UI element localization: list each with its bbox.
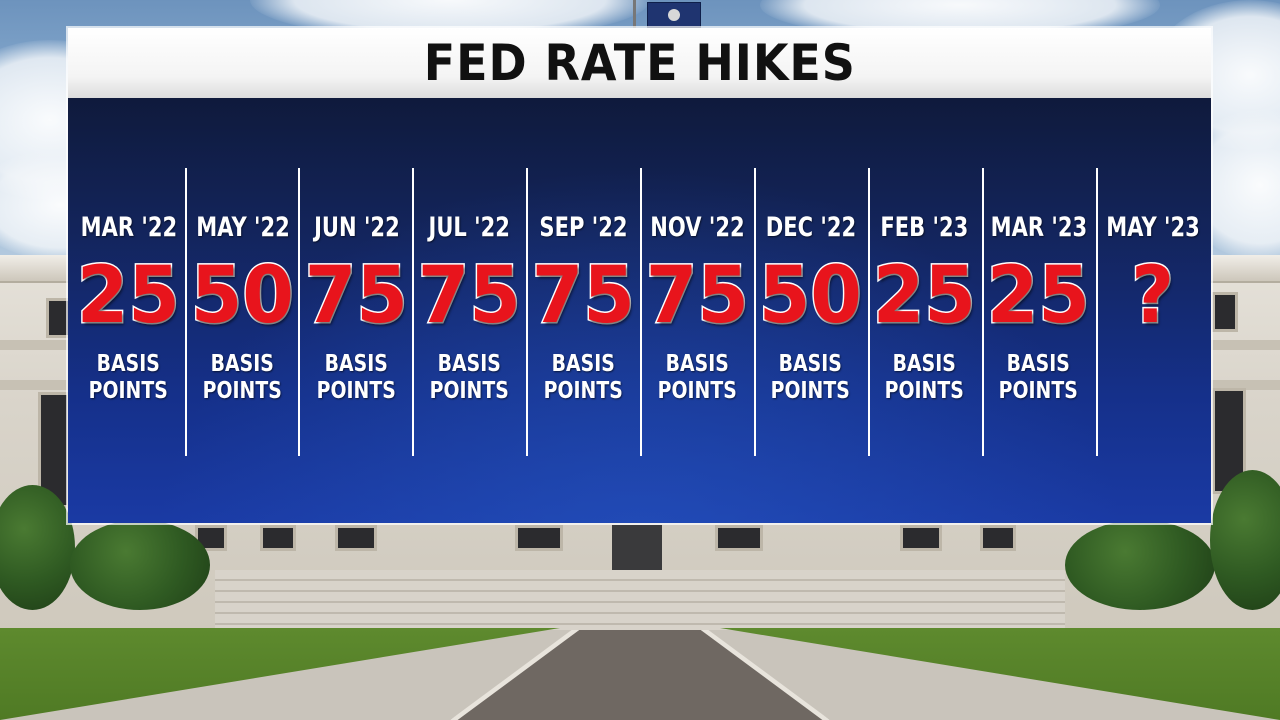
hikes-table: MAR '22 25 BASIS POINTS MAY '22 50 BASIS… — [68, 98, 1211, 523]
hike-unit: BASIS POINTS — [203, 351, 282, 405]
column-divider — [754, 168, 756, 456]
flag — [647, 2, 701, 28]
building-door — [612, 525, 662, 573]
tree — [1210, 470, 1280, 610]
hike-column: SEP '22 75 BASIS POINTS — [527, 168, 640, 458]
hike-unit: BASIS POINTS — [317, 351, 396, 405]
hike-unit: BASIS POINTS — [885, 351, 964, 405]
column-divider — [982, 168, 984, 456]
unit-line: BASIS — [1006, 351, 1071, 377]
hike-month: MAY '23 — [1105, 212, 1200, 243]
hike-value: 75 — [645, 250, 751, 343]
hike-column: DEC '22 50 BASIS POINTS — [754, 168, 867, 458]
hike-column: NOV '22 75 BASIS POINTS — [641, 168, 754, 458]
hike-column: MAY '22 50 BASIS POINTS — [186, 168, 299, 458]
tree — [0, 485, 75, 610]
hike-column: MAR '22 25 BASIS POINTS — [72, 168, 185, 458]
hike-value-unknown: ? — [1130, 250, 1176, 343]
center-path — [450, 630, 830, 720]
column-divider — [185, 168, 187, 456]
hike-month: FEB '23 — [880, 212, 969, 243]
unit-line: BASIS — [210, 351, 275, 377]
unit-line: BASIS — [324, 351, 389, 377]
hike-unit: BASIS POINTS — [771, 351, 850, 405]
building-window — [1212, 292, 1238, 332]
column-divider — [526, 168, 528, 456]
hike-value: 25 — [76, 250, 182, 343]
hike-column: MAR '23 25 BASIS POINTS — [982, 168, 1095, 458]
hike-unit: BASIS POINTS — [430, 351, 509, 405]
flag-pole — [633, 0, 636, 28]
unit-line: BASIS — [96, 351, 161, 377]
unit-line: BASIS — [892, 351, 957, 377]
unit-line: POINTS — [543, 378, 624, 404]
hike-month: MAR '23 — [990, 212, 1087, 243]
hike-value: 50 — [758, 250, 864, 343]
hike-value: 25 — [872, 250, 978, 343]
hike-column: FEB '23 25 BASIS POINTS — [868, 168, 981, 458]
hike-column: JUN '22 75 BASIS POINTS — [300, 168, 413, 458]
hike-month: SEP '22 — [539, 212, 628, 243]
hike-month: NOV '22 — [650, 212, 745, 243]
hike-month: JUL '22 — [428, 212, 511, 243]
hike-value: 75 — [304, 250, 410, 343]
hike-value: 75 — [531, 250, 637, 343]
building-window — [715, 525, 763, 551]
tree — [1065, 520, 1215, 610]
rate-hikes-graphic: FED RATE HIKES MAR '22 25 BASIS POINTS M… — [68, 28, 1211, 523]
column-divider — [640, 168, 642, 456]
building-window — [335, 525, 377, 551]
unit-line: POINTS — [88, 378, 169, 404]
unit-line: POINTS — [884, 378, 965, 404]
hike-unit: BASIS POINTS — [544, 351, 623, 405]
unit-line: BASIS — [437, 351, 502, 377]
unit-line: POINTS — [998, 378, 1079, 404]
hike-month: DEC '22 — [765, 212, 856, 243]
building-window — [260, 525, 296, 551]
unit-line: POINTS — [316, 378, 397, 404]
hike-month: MAR '22 — [80, 212, 177, 243]
hike-value: 25 — [986, 250, 1092, 343]
unit-line: BASIS — [665, 351, 730, 377]
building-window — [900, 525, 942, 551]
building-window — [515, 525, 563, 551]
hike-unit: BASIS POINTS — [89, 351, 168, 405]
hike-value: 50 — [190, 250, 296, 343]
column-divider — [868, 168, 870, 456]
unit-line: BASIS — [778, 351, 843, 377]
hike-unit: BASIS POINTS — [999, 351, 1078, 405]
unit-line: POINTS — [657, 378, 738, 404]
hike-value: 75 — [417, 250, 523, 343]
column-divider — [1096, 168, 1098, 456]
unit-line: BASIS — [551, 351, 616, 377]
building-window — [1212, 388, 1246, 494]
building-steps — [215, 570, 1065, 630]
graphic-title: FED RATE HIKES — [423, 34, 856, 92]
tree — [70, 520, 210, 610]
column-divider — [298, 168, 300, 456]
column-divider — [412, 168, 414, 456]
building-window — [980, 525, 1016, 551]
unit-line: POINTS — [202, 378, 283, 404]
hike-month: JUN '22 — [313, 212, 400, 243]
unit-line: POINTS — [429, 378, 510, 404]
hike-unit: BASIS POINTS — [658, 351, 737, 405]
title-bar: FED RATE HIKES — [68, 28, 1211, 98]
hike-column: JUL '22 75 BASIS POINTS — [413, 168, 526, 458]
hike-column: MAY '23 ? — [1096, 168, 1209, 458]
hike-month: MAY '22 — [195, 212, 290, 243]
unit-line: POINTS — [770, 378, 851, 404]
